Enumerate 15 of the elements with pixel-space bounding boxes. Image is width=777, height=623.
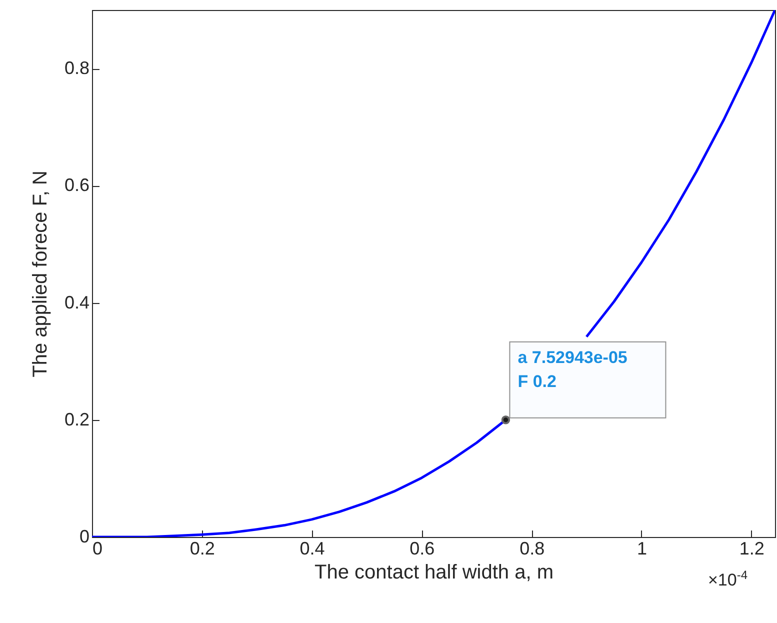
y-tick-label: 0.6 xyxy=(64,175,90,196)
x-tick-label: 0 xyxy=(92,538,103,558)
x-axis-title: The contact half width a, m xyxy=(314,562,554,584)
annotation: a 7.52943e-05 F 0.2 xyxy=(518,348,628,391)
x-tick-label: 0.2 xyxy=(190,538,215,558)
x-tick-label: 0.8 xyxy=(520,538,545,558)
x-tick-label: 0.4 xyxy=(300,538,325,558)
x-tick-label: 0.6 xyxy=(410,538,435,558)
y-tick-label: 0.4 xyxy=(64,292,90,312)
y-axis-title: The applied forece F, N xyxy=(29,170,52,378)
y-tick-label: 0.2 xyxy=(64,409,90,430)
y-tick-label: 0.8 xyxy=(64,58,90,78)
x-tick-label: 1 xyxy=(636,538,647,558)
axis-exponent-label: ×10$^{-4}$ xyxy=(708,568,748,591)
x-tick-label: 1.2 xyxy=(739,538,764,558)
